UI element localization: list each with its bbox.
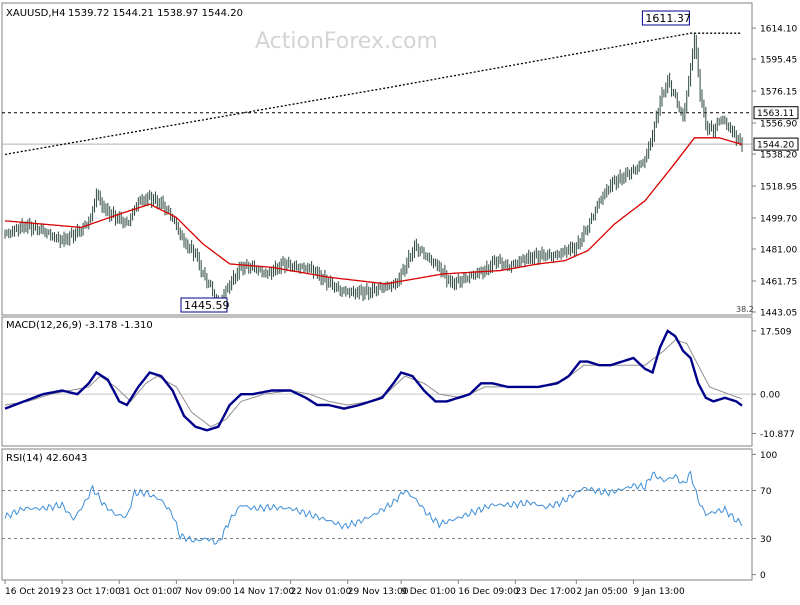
- macd-main-line: [4, 329, 743, 432]
- rsi-label: RSI(14) 42.6043: [6, 453, 87, 464]
- short-term-ma-line: [4, 137, 743, 285]
- level-2-label: 1544.20: [757, 141, 794, 151]
- price-axis-label: 1556.90: [760, 120, 797, 130]
- macd-axis-label: 0.00: [760, 391, 780, 401]
- price-axis-label: 1595.45: [760, 56, 797, 66]
- price-axis-label: 1576.15: [760, 88, 797, 98]
- price-axis: 1614.10 1595.45 1576.15 1556.90 1538.20 1518.…: [752, 25, 797, 319]
- low-label: 1445.59: [184, 299, 230, 312]
- high-label: 1611.37: [645, 12, 691, 25]
- macd-label: MACD(12,26,9) -3.178 -1.310: [6, 320, 153, 331]
- level-2-tag: 1544.20: [753, 137, 799, 151]
- rsi-line: [4, 470, 743, 545]
- time-axis-label: 7 Nov 09:00: [176, 587, 231, 597]
- macd-pane: [1, 316, 753, 447]
- time-axis-label: 31 Oct 01:00: [119, 587, 178, 597]
- low-callout: 1445.59: [180, 297, 230, 313]
- macd-axis: 17.509 0.00 -10.877: [752, 327, 795, 440]
- fib-label: 38.2: [736, 305, 754, 314]
- level-1-tag: 1563.11: [753, 106, 799, 120]
- price-axis-label: 1443.05: [760, 309, 797, 319]
- price-axis-label: 1499.70: [760, 214, 797, 224]
- time-axis-label: 16 Dec 09:00: [458, 587, 519, 597]
- rsi-axis-label: 0: [760, 571, 766, 581]
- price-axis-label: 1614.10: [760, 25, 797, 35]
- time-axis-label: 9 Jan 13:00: [633, 587, 685, 597]
- high-callout: 1611.37: [641, 10, 691, 26]
- price-axis-label: 1538.20: [760, 151, 797, 161]
- level-1-label: 1563.11: [757, 109, 794, 119]
- time-axis-label: 14 Nov 17:00: [234, 587, 295, 597]
- watermark: ActionForex.com: [255, 29, 438, 54]
- time-axis-label: 23 Dec 17:00: [515, 587, 576, 597]
- macd-axis-label: 17.509: [760, 327, 792, 337]
- price-axis-label: 1518.95: [760, 183, 797, 193]
- symbol-label: XAUUSD,H4: [6, 8, 65, 19]
- ohlc-label: 1539.72 1544.21 1538.97 1544.20: [68, 8, 243, 19]
- time-axis-label: 16 Oct 2019: [5, 587, 61, 597]
- candles: [4, 32, 743, 308]
- rsi-axis-label: 100: [760, 451, 777, 461]
- price-pane: [1, 2, 753, 316]
- rsi-axis: 100 70 30 0: [752, 451, 777, 581]
- price-axis-label: 1481.00: [760, 246, 797, 256]
- time-axis-label: 9 Dec 01:00: [401, 587, 456, 597]
- time-axis-label: 22 Nov 01:00: [291, 587, 352, 597]
- time-axis-label: 2 Jan 05:00: [576, 587, 628, 597]
- rsi-axis-label: 70: [760, 487, 772, 497]
- long-term-ma-line: [4, 32, 742, 156]
- time-axis-label: 23 Oct 17:00: [62, 587, 121, 597]
- time-axis-label: 29 Nov 13:00: [348, 587, 409, 597]
- macd-axis-label: -10.877: [760, 430, 795, 440]
- rsi-axis-label: 30: [760, 535, 772, 545]
- price-axis-label: 1461.75: [760, 277, 797, 287]
